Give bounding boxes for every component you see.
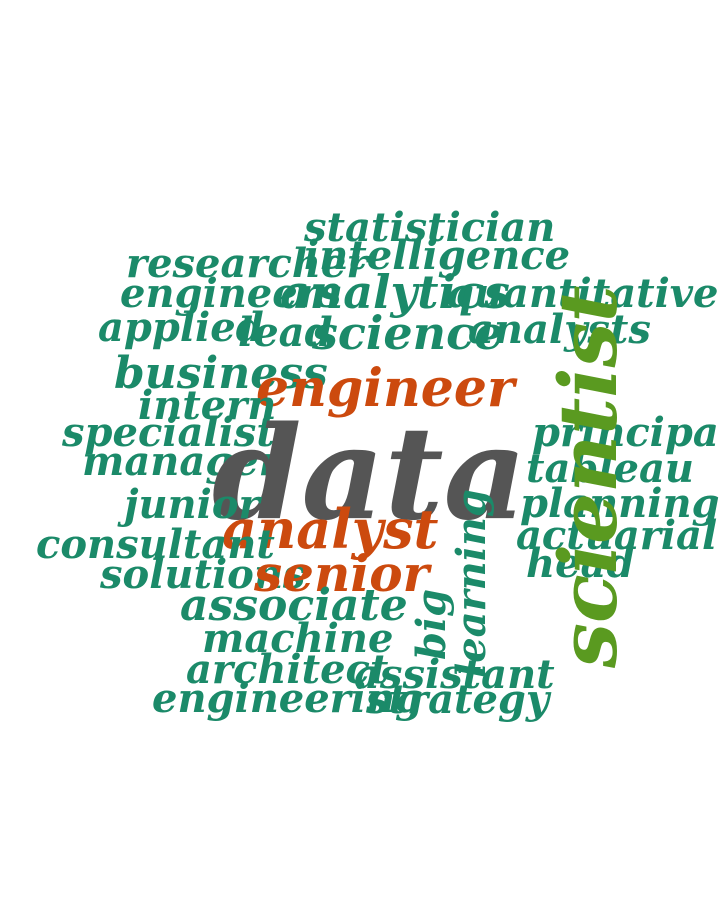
- word-science: science: [312, 306, 504, 361]
- word-senior: senior: [254, 544, 429, 603]
- word-data: data: [212, 398, 527, 549]
- word-learning: learning: [448, 489, 495, 678]
- word-actuarial: actuarial: [516, 512, 718, 559]
- word-engineers: engineers: [120, 270, 342, 317]
- word-manager: manager: [82, 438, 280, 485]
- word-architect: architect: [186, 646, 389, 693]
- word-lead: lead: [238, 309, 333, 356]
- word-engineer: engineer: [256, 358, 515, 420]
- word-strategy: strategy: [366, 676, 550, 723]
- word-engineering: engineering: [152, 675, 423, 722]
- word-solutions: solutions: [100, 551, 306, 598]
- word-specialist: specialist: [62, 409, 275, 456]
- word-statistician: statistician: [304, 204, 556, 251]
- word-applied: applied: [98, 304, 264, 351]
- word-consultant: consultant: [36, 521, 275, 568]
- word-associate: associate: [180, 579, 408, 631]
- word-assistant: assistant: [354, 651, 555, 698]
- word-principal: principal: [532, 409, 720, 456]
- word-quantitative: quantitative: [446, 270, 719, 317]
- word-junior: junior: [124, 481, 260, 528]
- word-analytics: analytics: [280, 265, 510, 320]
- word-planning: planning: [520, 480, 720, 527]
- word-analysts: analysts: [468, 306, 651, 353]
- word-tableau: tableau: [526, 445, 695, 492]
- word-big: big: [408, 588, 455, 660]
- word-intern: intern: [138, 382, 277, 429]
- word-head: head: [526, 540, 635, 587]
- word-machine: machine: [202, 615, 394, 662]
- word-business: business: [114, 347, 328, 399]
- word-researcher: researcher: [126, 240, 368, 287]
- word-scientist: scientist: [541, 285, 635, 668]
- word-analyst: analyst: [222, 496, 439, 561]
- word-intelligence: intelligence: [304, 232, 571, 279]
